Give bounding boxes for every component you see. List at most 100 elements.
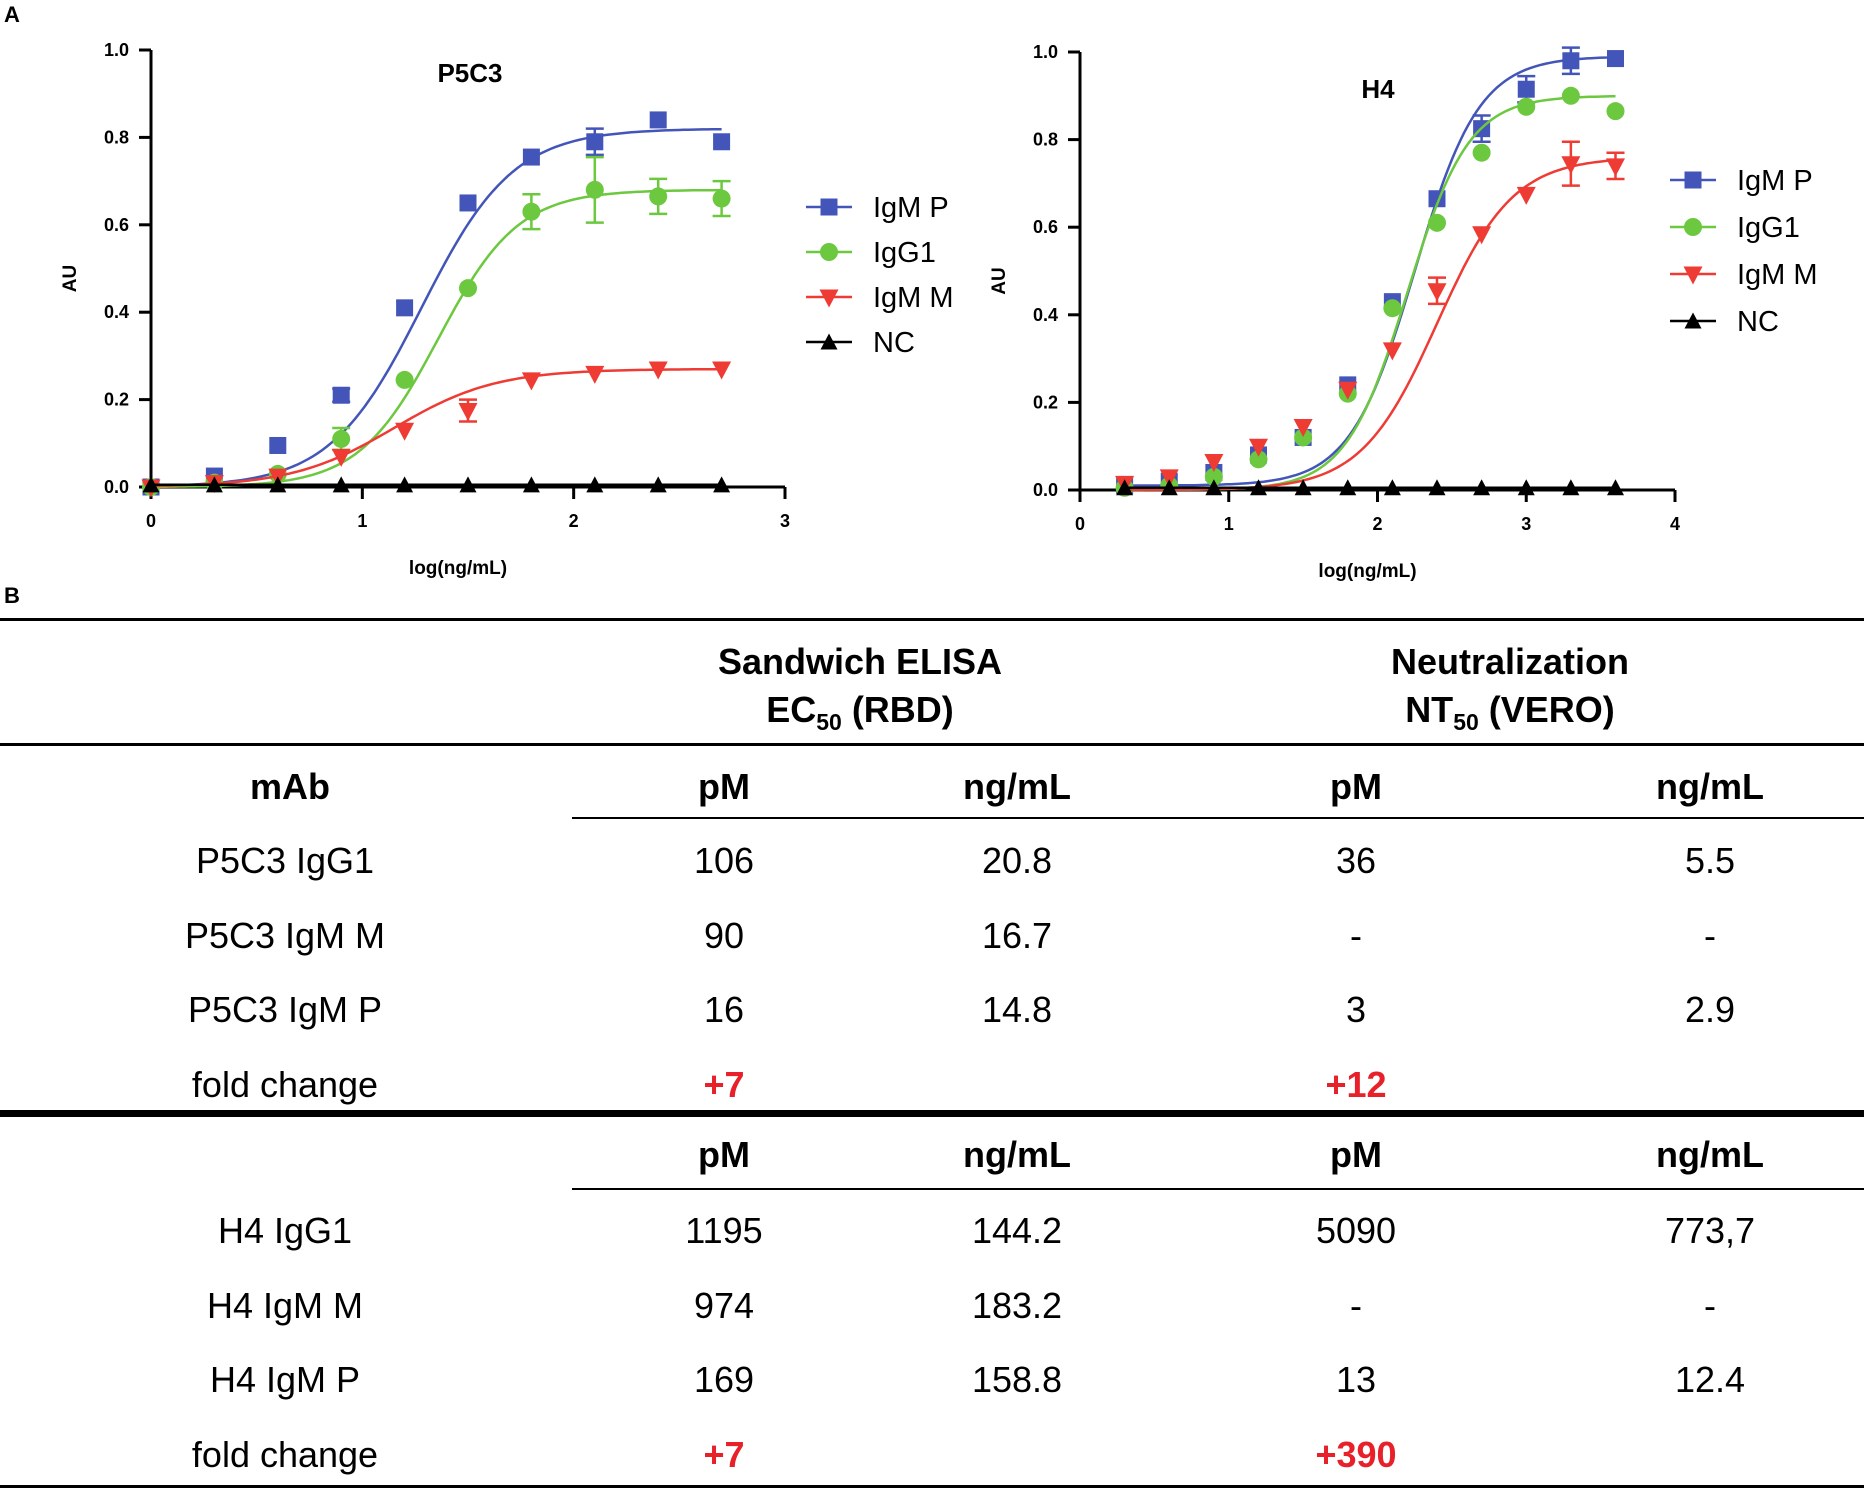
header2-elisa-ngml: ng/mL xyxy=(963,1134,1071,1175)
section2-row-0-col-4: 773,7 xyxy=(1664,1210,1756,1251)
subheader-rule-2 xyxy=(572,1188,1864,1190)
section1-row-2-col-2: 14.8 xyxy=(981,989,1053,1030)
x-axis-title-1: log(ng/mL) xyxy=(1318,561,1416,582)
section1-fold-2: +12 xyxy=(1325,1063,1387,1105)
section1-row-2-col-0: P5C3 IgM P xyxy=(187,989,383,1030)
y-tick-label-0-5: 1.0 xyxy=(104,40,129,60)
y-tick-label-0-2: 0.4 xyxy=(104,302,129,322)
section1-row-2-col-3: 3 xyxy=(1345,989,1367,1030)
legend-marker-0-3 xyxy=(820,333,838,350)
y-tick-label-0-0: 0.0 xyxy=(104,477,129,497)
x-tick-label-1-3: 3 xyxy=(1521,514,1531,534)
point-0-2-7 xyxy=(585,365,605,384)
x-tick-label-0-3: 3 xyxy=(780,511,790,531)
legend-marker-1-3 xyxy=(1684,312,1702,329)
header-rule xyxy=(0,743,1864,746)
point-0-1-9 xyxy=(712,189,731,208)
section2-row-1-col-4: - xyxy=(1704,1284,1716,1326)
x-tick-label-1-2: 2 xyxy=(1372,514,1382,534)
x-axis-title-0: log(ng/mL) xyxy=(409,558,507,579)
chart-title-0: P5C3 xyxy=(437,58,502,88)
x-tick-label-0-1: 1 xyxy=(357,511,367,531)
section1-fold-0: fold change xyxy=(191,1063,379,1105)
fit-line-1-0 xyxy=(1124,55,1616,487)
section2-row-2-col-1: 169 xyxy=(693,1359,755,1400)
series-0-NC xyxy=(142,476,731,493)
point-1-2-4 xyxy=(1293,418,1313,437)
legend-label-1-0: IgM P xyxy=(1737,165,1813,197)
point-1-1-7 xyxy=(1428,213,1446,232)
point-1-2-7 xyxy=(1427,283,1447,302)
series-1-NC xyxy=(1116,479,1624,496)
point-1-3-7 xyxy=(1428,479,1446,496)
legend-label-0-3: NC xyxy=(873,327,915,359)
point-0-1-3 xyxy=(332,429,351,448)
header-elisa-ngml: ng/mL xyxy=(963,766,1071,807)
section2-row-2-col-0: H4 IgM P xyxy=(209,1359,361,1400)
legend-marker-1-0 xyxy=(1684,171,1702,189)
table-top-rule xyxy=(0,618,1864,621)
group-head-neutralization-line1: Neutralization xyxy=(1390,641,1630,682)
point-1-3-11 xyxy=(1607,479,1624,496)
chart-title-1: H4 xyxy=(1361,74,1395,104)
point-1-0-10 xyxy=(1562,52,1580,70)
point-0-3-6 xyxy=(522,476,540,493)
point-1-0-9 xyxy=(1517,80,1535,98)
header-nt-ngml: ng/mL xyxy=(1656,766,1764,807)
point-0-2-4 xyxy=(395,422,415,441)
point-0-2-5 xyxy=(458,403,478,422)
legend-label-1-1: IgG1 xyxy=(1737,212,1800,244)
point-0-1-4 xyxy=(395,370,414,389)
point-1-1-10 xyxy=(1561,86,1580,105)
section1-fold-1: +7 xyxy=(703,1063,745,1105)
section2-fold-2: +390 xyxy=(1315,1433,1397,1475)
point-1-1-9 xyxy=(1517,97,1536,116)
series-0-IgM-P xyxy=(142,111,731,496)
point-1-2-5 xyxy=(1338,381,1358,400)
y-tick-label-1-3: 0.6 xyxy=(1033,217,1058,237)
series-1-IgM-P xyxy=(1116,46,1624,495)
point-0-1-7 xyxy=(585,180,604,199)
series-1-IgM-M xyxy=(1115,140,1625,494)
x-tick-label-1-0: 0 xyxy=(1075,514,1085,534)
section2-row-1-col-3: - xyxy=(1350,1284,1362,1326)
point-1-1-8 xyxy=(1472,143,1491,162)
table-bottom-rule xyxy=(0,1485,1864,1488)
point-0-0-5 xyxy=(459,194,477,212)
point-1-3-4 xyxy=(1294,479,1312,496)
fit-line-0-1 xyxy=(151,188,722,489)
section2-row-0-col-0: H4 IgG1 xyxy=(217,1210,353,1251)
section2-row-0-col-3: 5090 xyxy=(1315,1210,1397,1251)
y-tick-label-1-2: 0.4 xyxy=(1033,305,1058,325)
section2-row-2-col-3: 13 xyxy=(1335,1359,1377,1400)
header2-elisa-pm: pM xyxy=(698,1134,750,1175)
section1-row-2-col-4: 2.9 xyxy=(1684,989,1736,1030)
x-tick-label-1-1: 1 xyxy=(1224,514,1234,534)
fit-line-1-1 xyxy=(1124,95,1616,492)
point-0-0-7 xyxy=(586,133,604,151)
point-1-3-1 xyxy=(1160,479,1178,496)
section1-row-1-col-4: - xyxy=(1704,914,1716,956)
point-1-2-9 xyxy=(1516,186,1536,205)
section1-row-0-col-1: 106 xyxy=(693,840,755,881)
section2-row-0-col-2: 144.2 xyxy=(971,1210,1063,1251)
group-head-neutralization: Neutralization NT50 (VERO) xyxy=(1310,638,1710,746)
point-0-0-3 xyxy=(332,386,350,404)
x-tick-label-1-4: 4 xyxy=(1670,514,1680,534)
section1-row-2-col-1: 16 xyxy=(703,989,745,1030)
point-1-0-11 xyxy=(1607,50,1624,68)
point-0-2-8 xyxy=(648,361,668,380)
point-0-3-4 xyxy=(396,476,414,493)
fit-line-0-0 xyxy=(150,127,722,488)
header-mab: mAb xyxy=(250,766,330,807)
section2-row-2-col-2: 158.8 xyxy=(971,1359,1063,1400)
point-1-3-10 xyxy=(1562,479,1580,496)
fit-line-0-2 xyxy=(150,367,722,488)
series-0-IgM-M xyxy=(141,361,732,498)
y-tick-label-0-1: 0.2 xyxy=(104,390,129,410)
section1-row-1-col-0: P5C3 IgM M xyxy=(184,914,386,956)
point-1-1-2 xyxy=(1204,467,1223,486)
point-0-2-9 xyxy=(712,361,732,380)
section2-row-1-col-1: 974 xyxy=(693,1284,755,1326)
chart-0: 0 1 2 3 0.0 0.2 0.4 0.6 0.8 1.0 log(ng/mL) AU P5C3 Ig… xyxy=(60,40,954,579)
